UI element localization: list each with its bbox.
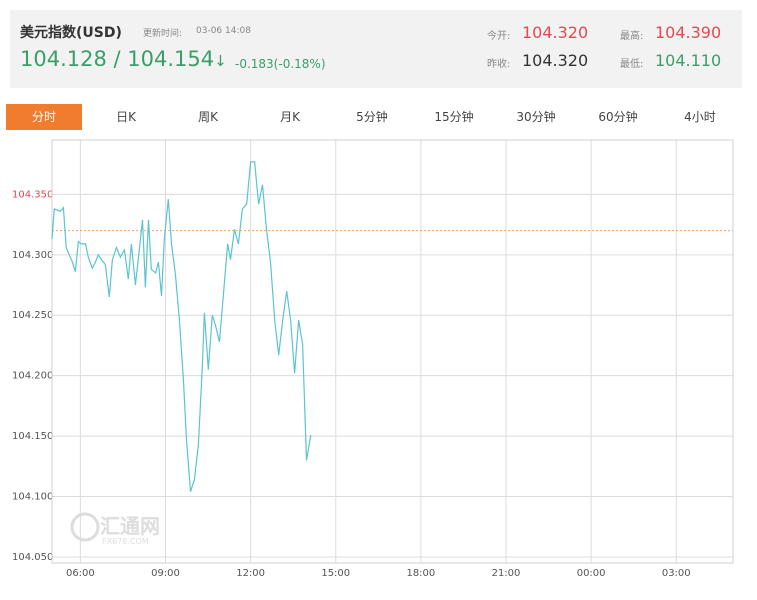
stat-label: 最低: [620, 59, 644, 70]
tab[interactable]: 月K [280, 110, 300, 124]
stat-value: 104.390 [655, 23, 722, 42]
x-tick-label: 21:00 [492, 568, 521, 579]
stat-value: 104.110 [655, 51, 722, 70]
x-tick-label: 15:00 [321, 568, 350, 579]
x-tick-label: 12:00 [236, 568, 265, 579]
price-text: 104.128 / 104.154 [20, 47, 215, 71]
stat-label: 昨收: [487, 59, 511, 70]
tab[interactable]: 5分钟 [356, 110, 388, 124]
watermark-logo [70, 512, 100, 542]
tab[interactable]: 15分钟 [434, 110, 474, 124]
y-tick-label: 104.050 [12, 552, 53, 563]
x-tick-label: 06:00 [66, 568, 95, 579]
stat-value: 104.320 [522, 51, 589, 70]
tab[interactable]: 4小时 [684, 110, 716, 124]
y-tick-label: 104.150 [12, 431, 53, 442]
stat-value: 104.320 [522, 23, 589, 42]
watermark-site: FX678.COM [102, 537, 149, 546]
plot-frame [51, 139, 734, 564]
tab[interactable]: 分时 [6, 104, 82, 130]
tab[interactable]: 日K [116, 110, 136, 124]
y-tick-label: 104.250 [12, 310, 53, 321]
price: 104.128 / 104.154↓ [20, 47, 227, 71]
x-tick-label: 00:00 [577, 568, 606, 579]
x-tick-label: 18:00 [406, 568, 435, 579]
x-tick-label: 09:00 [151, 568, 180, 579]
stat-label: 今开: [487, 31, 511, 42]
tab[interactable]: 周K [198, 110, 218, 124]
x-tick-label: 03:00 [662, 568, 691, 579]
stat-label: 最高: [620, 31, 644, 42]
y-tick-label: 104.100 [12, 492, 53, 503]
tab[interactable]: 30分钟 [516, 110, 556, 124]
tab[interactable]: 60分钟 [598, 110, 638, 124]
change: -0.183(-0.18%) [235, 57, 326, 71]
header-box [10, 10, 742, 88]
update-time: 03-06 14:08 [196, 26, 251, 36]
y-tick-label: 104.350 [12, 189, 53, 200]
y-tick-label: 104.200 [12, 371, 53, 382]
y-tick-label: 104.300 [12, 250, 53, 261]
price-line [51, 161, 312, 492]
watermark: 汇通网 [100, 514, 160, 538]
update-label: 更新时间: [143, 29, 183, 39]
title: 美元指数(USD) [20, 25, 122, 41]
arrow: ↓ [214, 52, 227, 70]
